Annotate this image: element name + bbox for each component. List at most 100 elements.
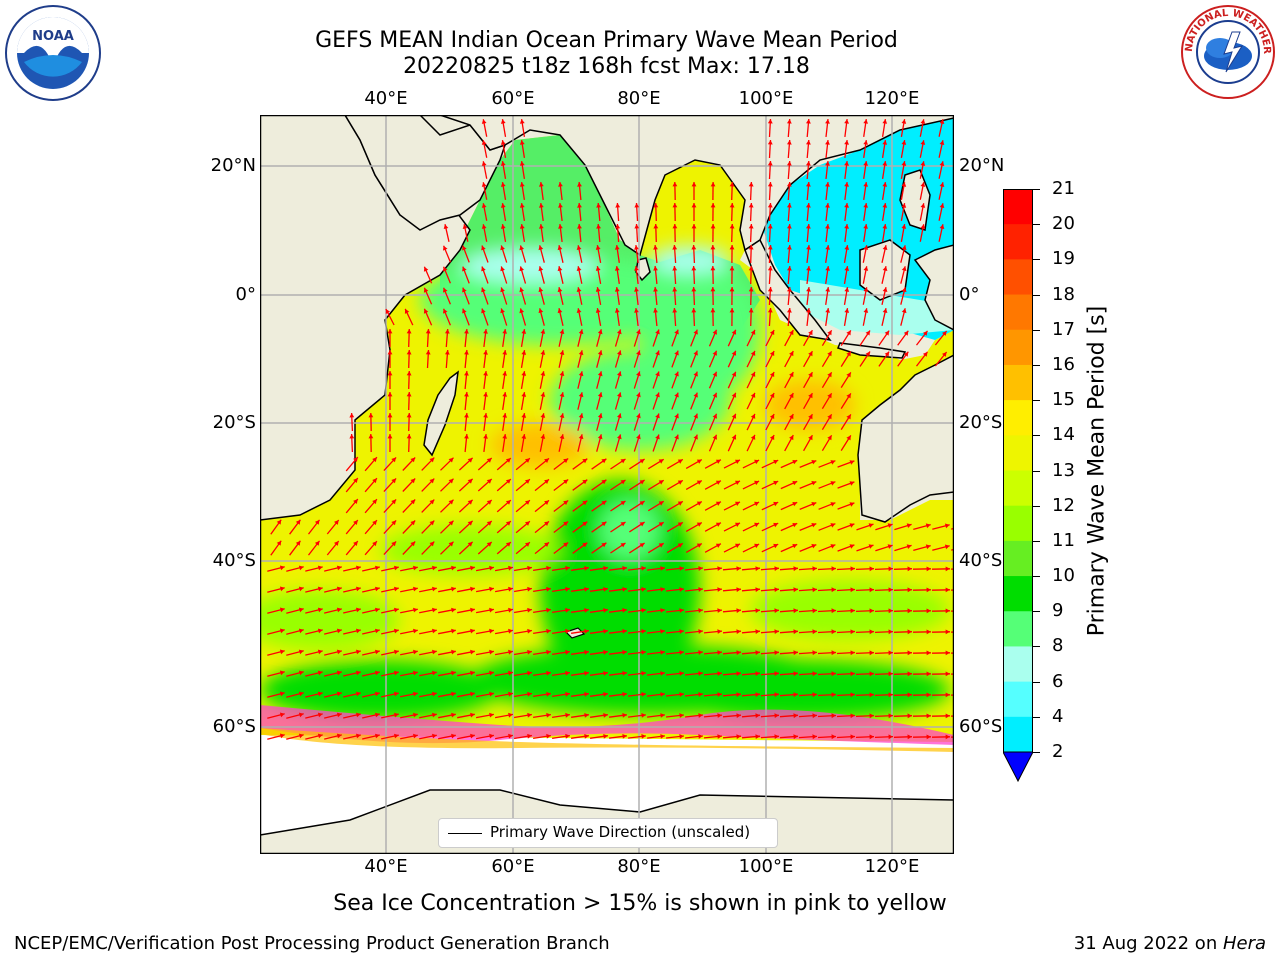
- wave-arrow-head: [825, 119, 830, 124]
- colorbar-tick-label: 6: [1052, 670, 1064, 692]
- wave-arrow-head: [825, 287, 830, 292]
- wave-arrow-head: [410, 520, 416, 526]
- wave-arrow-head: [812, 566, 817, 572]
- wave-arrow-head: [887, 523, 893, 528]
- colorbar-cell: [1003, 400, 1033, 436]
- wave-arrow-head: [767, 161, 773, 166]
- wave-arrow-head: [812, 587, 817, 593]
- wave-arrow-head: [486, 479, 492, 484]
- wave-arrow-head: [850, 629, 855, 635]
- wave-arrow-head: [888, 629, 893, 635]
- lat-label-right-0: 0°: [959, 284, 980, 305]
- wave-arrow-head: [538, 245, 544, 251]
- wave-arrow-head: [831, 671, 836, 677]
- colorbar-tick-mark: [1033, 435, 1040, 437]
- wave-arrow-head: [806, 224, 811, 229]
- wave-arrow-head: [641, 566, 646, 571]
- wave-arrow-head: [939, 203, 945, 208]
- wave-arrow-head: [505, 521, 511, 526]
- wave-arrow-head: [544, 521, 549, 526]
- wave-arrow-head: [451, 712, 456, 718]
- wave-arrow-head: [793, 566, 798, 572]
- wave-arrow-head: [353, 478, 358, 483]
- wave-arrow-head: [655, 350, 660, 356]
- arabian-peninsula: [344, 115, 507, 231]
- wave-arrow-head: [748, 287, 754, 292]
- wave-arrow-head: [789, 393, 794, 399]
- wave-arrow-head: [715, 543, 721, 548]
- wave-arrow-head: [298, 649, 304, 655]
- wave-arrow-head: [660, 713, 665, 718]
- wave-arrow-head: [481, 266, 486, 272]
- graticule: [260, 115, 954, 854]
- wave-arrow-head: [470, 628, 475, 634]
- wave-arrow-head: [387, 392, 393, 397]
- map-legend: Primary Wave Direction (unscaled): [438, 818, 778, 848]
- wave-arrow-head: [481, 224, 487, 229]
- wave-arrow-head: [750, 434, 756, 440]
- wave-arrow-head: [748, 266, 754, 271]
- wave-arrow-head: [486, 458, 492, 463]
- wave-arrow-head: [527, 628, 532, 634]
- wave-arrow-head: [712, 350, 717, 356]
- wave-arrow-head: [793, 608, 798, 614]
- wave-arrow-head: [406, 371, 412, 376]
- colorbar-tick-mark: [1033, 224, 1040, 226]
- wave-arrow-head: [429, 478, 435, 484]
- wave-arrow-head: [939, 224, 945, 229]
- wave-arrow-head: [519, 161, 525, 166]
- wave-arrow-head: [655, 392, 660, 398]
- wave-arrow-head: [882, 308, 888, 313]
- wave-arrow-head: [298, 691, 304, 697]
- wave-arrow-head: [748, 308, 754, 313]
- wave-arrow-head: [336, 649, 342, 655]
- wave-arrow-head: [792, 523, 798, 528]
- wave-arrow-head: [920, 161, 926, 166]
- wave-arrow-head: [844, 119, 849, 124]
- wave-arrow-head: [769, 435, 775, 440]
- wave-arrow-head: [735, 459, 740, 464]
- wave-arrow-head: [375, 586, 380, 592]
- colorbar-tick-label: 2: [1052, 741, 1064, 762]
- wave-arrow-head: [696, 501, 702, 506]
- wave-arrow-head: [519, 245, 524, 251]
- wave-arrow-head: [787, 161, 792, 166]
- wave-arrow-head: [353, 499, 358, 504]
- wave-arrow-head: [884, 351, 890, 357]
- wave-arrow-head: [844, 182, 849, 187]
- wave-arrow-head: [710, 308, 716, 313]
- wave-arrow-head: [505, 479, 511, 484]
- wave-arrow-head: [527, 649, 532, 655]
- wave-arrow-head: [888, 650, 893, 656]
- wave-arrow-head: [603, 650, 608, 655]
- wave-arrow-head: [432, 712, 437, 718]
- wave-arrow-head: [387, 329, 393, 334]
- wave-arrow-head: [844, 224, 849, 229]
- wave-arrow-head: [410, 478, 416, 484]
- wave-arrow-head: [375, 733, 380, 739]
- wave-arrow-head: [882, 203, 888, 208]
- wave-arrow-head: [317, 670, 323, 676]
- wave-arrow-head: [505, 500, 511, 505]
- wave-arrow-head: [806, 203, 811, 208]
- wave-arrow-head: [502, 434, 507, 439]
- wave-arrow-head: [806, 161, 811, 166]
- wave-arrow-head: [729, 266, 735, 271]
- wave-direction-arrows: [267, 118, 954, 740]
- wave-arrow-head: [674, 413, 679, 419]
- wave-arrow-head: [508, 565, 513, 571]
- wave-arrow-head: [500, 245, 505, 251]
- wave-arrow-head: [754, 480, 760, 486]
- wave-arrow-head: [787, 140, 792, 145]
- wave-arrow-head: [489, 712, 494, 718]
- wave-arrow-head: [481, 119, 487, 124]
- wave-arrow-head: [462, 287, 467, 293]
- colorbar-tick-mark: [1033, 294, 1040, 296]
- wave-arrow-head: [767, 203, 773, 208]
- wave-arrow-head: [882, 245, 888, 250]
- sea-ice-caption: Sea Ice Concentration > 15% is shown in …: [333, 891, 947, 916]
- wave-arrow-head: [486, 521, 492, 526]
- colorbar-cell: [1003, 189, 1033, 225]
- wave-arrow-head: [334, 520, 339, 525]
- wave-arrow-head: [653, 308, 658, 313]
